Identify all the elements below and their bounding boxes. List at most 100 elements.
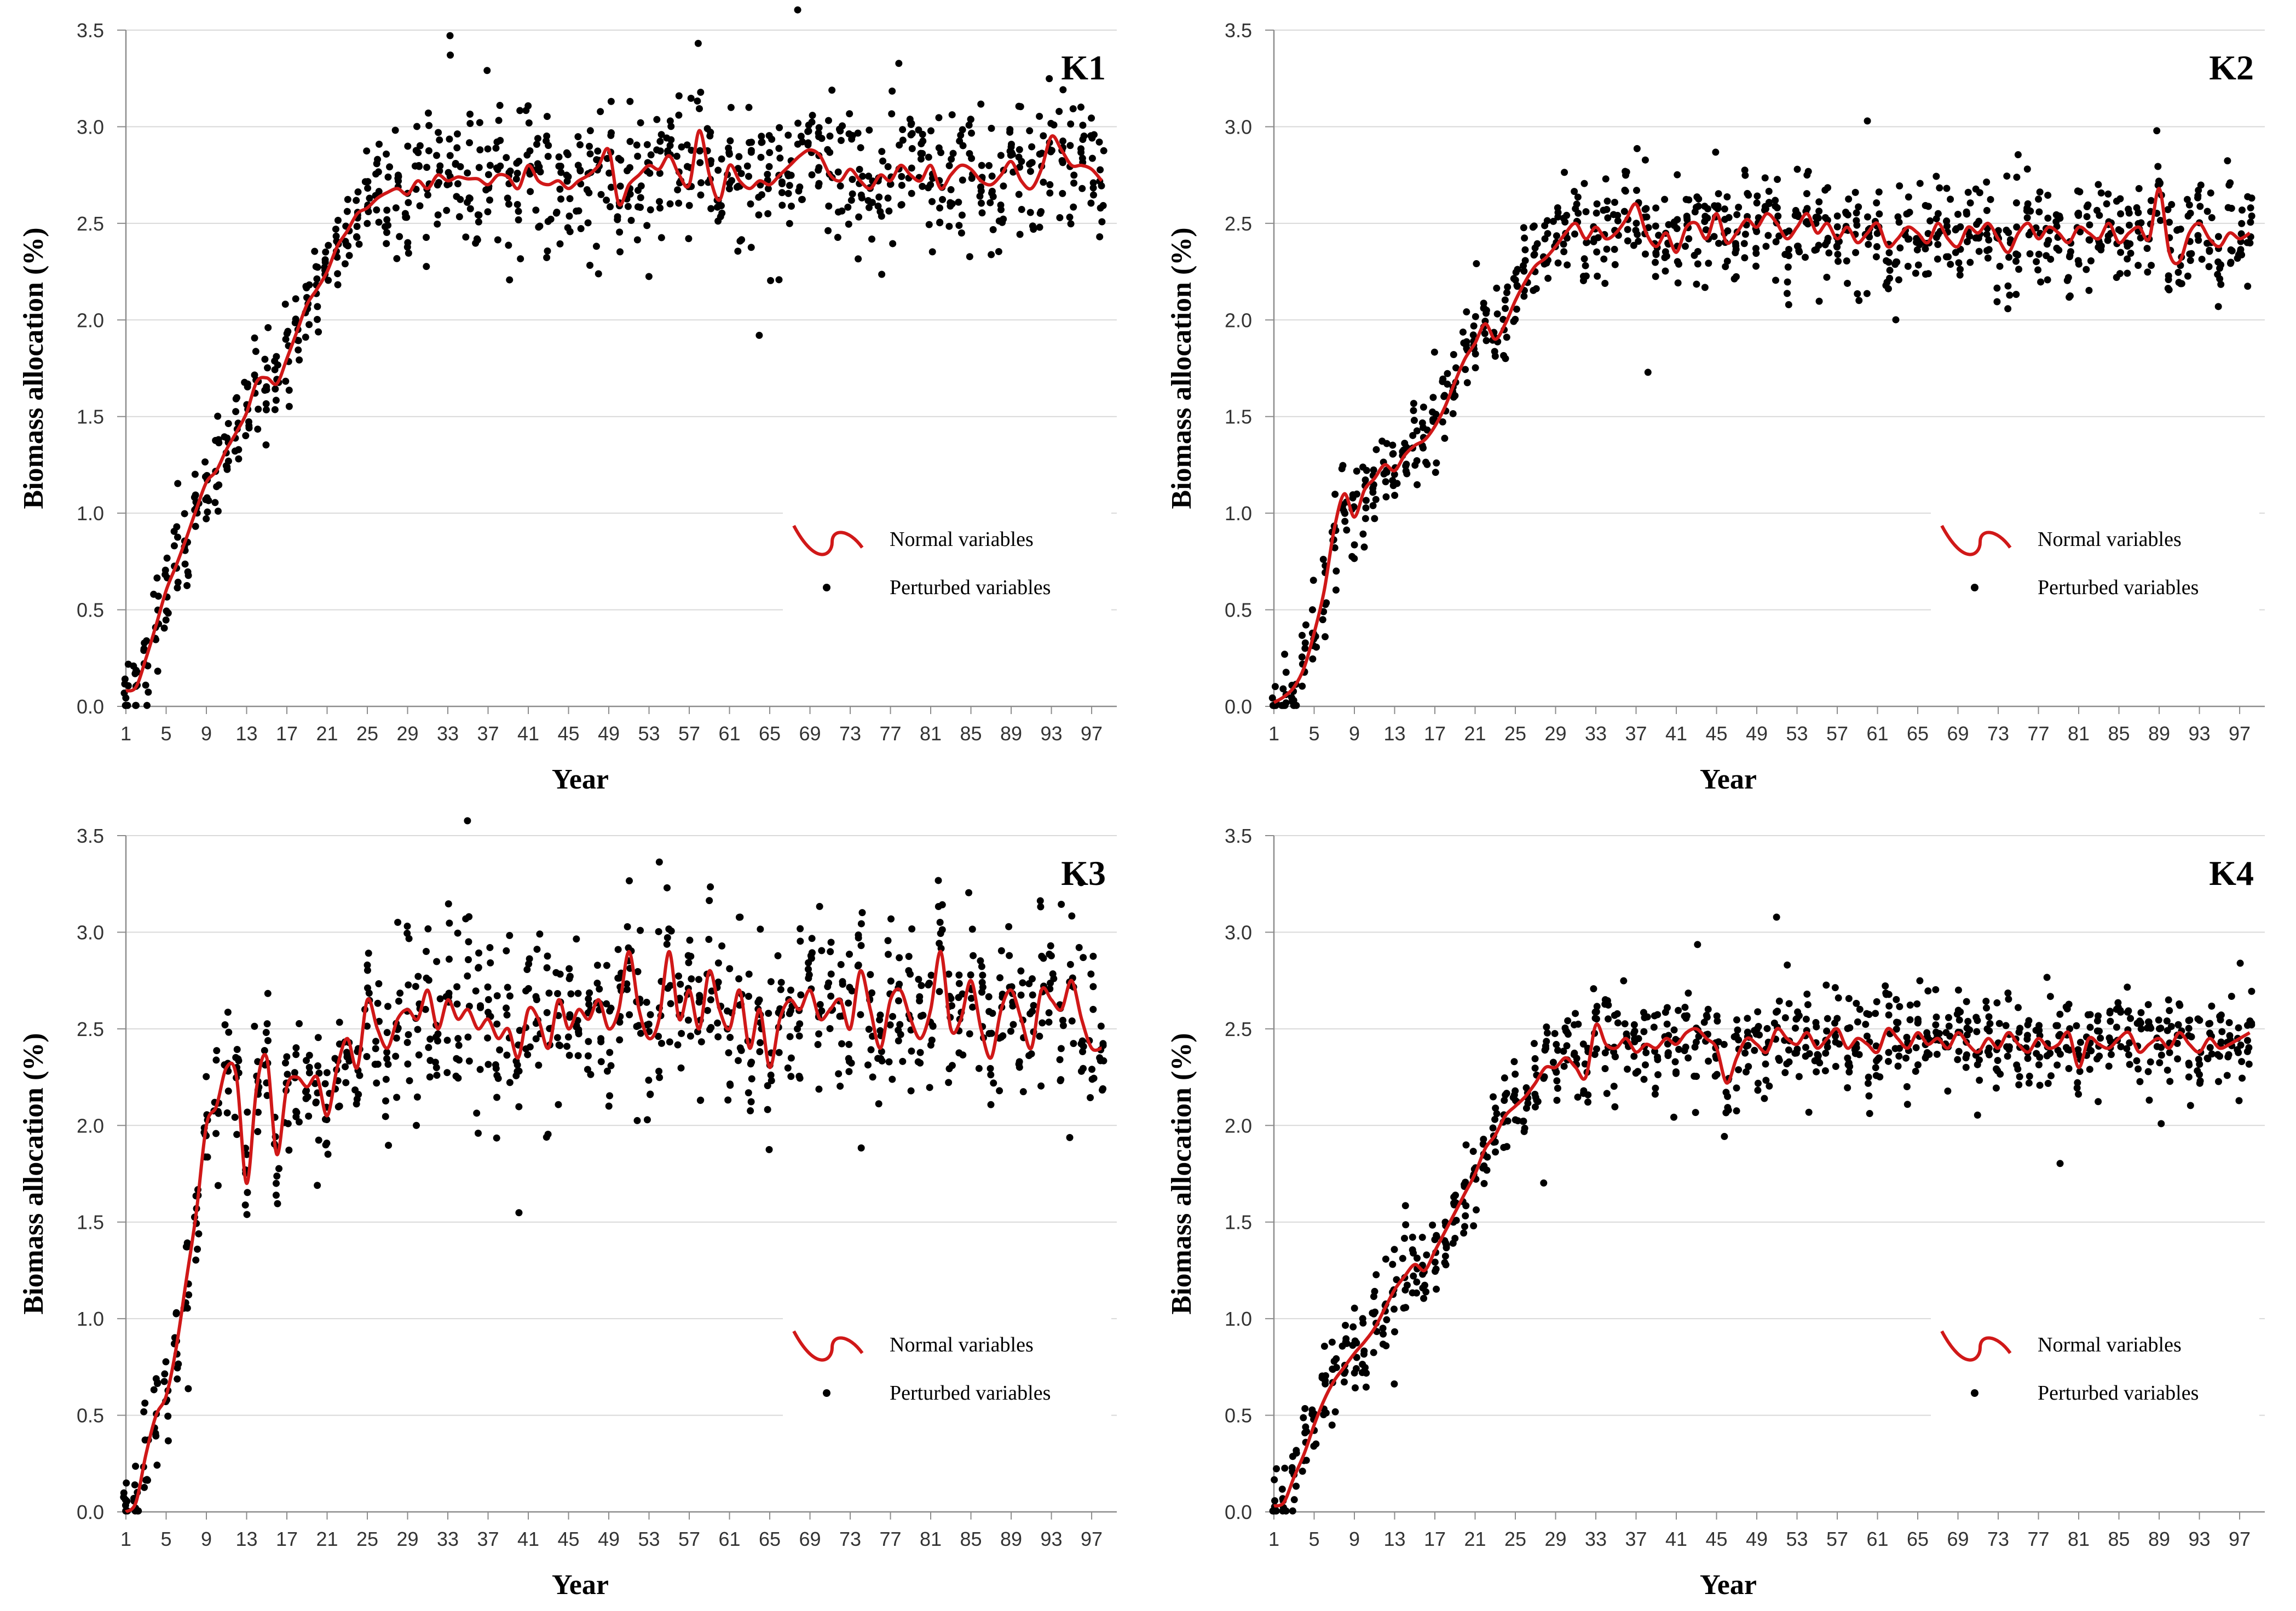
perturbed-point bbox=[435, 179, 443, 186]
perturbed-point bbox=[1630, 1021, 1638, 1028]
perturbed-point bbox=[1500, 352, 1508, 359]
perturbed-point bbox=[816, 1000, 824, 1008]
perturbed-point bbox=[2006, 236, 2014, 244]
perturbed-point bbox=[1087, 199, 1095, 207]
perturbed-point bbox=[132, 1463, 140, 1470]
perturbed-point bbox=[2157, 1051, 2165, 1059]
perturbed-point bbox=[1983, 1004, 1991, 1012]
perturbed-point bbox=[1571, 188, 1578, 195]
perturbed-point bbox=[1783, 1060, 1791, 1068]
perturbed-point bbox=[2096, 1052, 2103, 1060]
perturbed-point bbox=[2155, 1016, 2162, 1024]
perturbed-point bbox=[1865, 240, 1872, 248]
y-tick-label: 2.0 bbox=[77, 309, 104, 331]
perturbed-point bbox=[1514, 283, 1521, 290]
perturbed-point bbox=[1089, 1005, 1097, 1013]
perturbed-point bbox=[532, 206, 540, 214]
perturbed-point bbox=[522, 107, 530, 114]
perturbed-point bbox=[1351, 1304, 1358, 1312]
perturbed-point bbox=[584, 1066, 591, 1073]
perturbed-point bbox=[2073, 1022, 2080, 1029]
perturbed-point bbox=[1824, 1015, 1831, 1022]
perturbed-point bbox=[1420, 404, 1427, 411]
perturbed-point bbox=[261, 355, 269, 363]
perturbed-point bbox=[1521, 234, 1528, 242]
perturbed-point bbox=[2004, 305, 2012, 313]
perturbed-point bbox=[586, 261, 594, 269]
perturbed-point bbox=[925, 221, 933, 228]
x-tick-label: 85 bbox=[2108, 1528, 2130, 1550]
perturbed-point bbox=[1609, 211, 1617, 218]
perturbed-point bbox=[597, 108, 604, 116]
perturbed-point bbox=[737, 1046, 745, 1054]
perturbed-point bbox=[414, 1026, 422, 1033]
perturbed-point bbox=[1650, 1023, 1658, 1031]
perturbed-point bbox=[1389, 482, 1397, 490]
perturbed-point bbox=[1561, 218, 1569, 226]
perturbed-point bbox=[896, 954, 903, 962]
perturbed-point bbox=[1815, 297, 1823, 305]
perturbed-point bbox=[1691, 251, 1698, 259]
perturbed-point bbox=[405, 981, 412, 989]
perturbed-point bbox=[824, 146, 832, 153]
perturbed-point bbox=[714, 1019, 722, 1027]
perturbed-point bbox=[566, 1051, 573, 1059]
perturbed-point bbox=[1802, 1015, 1810, 1023]
perturbed-point bbox=[1803, 218, 1810, 226]
perturbed-point bbox=[2244, 283, 2252, 290]
perturbed-point bbox=[1015, 102, 1023, 110]
perturbed-point bbox=[233, 1045, 241, 1053]
perturbed-point bbox=[1066, 142, 1074, 149]
perturbed-point bbox=[454, 1035, 462, 1043]
perturbed-point bbox=[1070, 203, 1077, 211]
perturbed-point bbox=[341, 260, 349, 268]
perturbed-point bbox=[1079, 1048, 1087, 1056]
perturbed-point bbox=[1895, 218, 1903, 226]
perturbed-point bbox=[1513, 306, 1520, 313]
perturbed-point bbox=[1884, 1057, 1892, 1065]
perturbed-point bbox=[1985, 246, 1993, 254]
perturbed-point bbox=[482, 186, 490, 194]
perturbed-point bbox=[203, 1073, 210, 1080]
perturbed-point bbox=[332, 232, 340, 240]
perturbed-point bbox=[1691, 1072, 1698, 1080]
perturbed-point bbox=[2045, 237, 2052, 244]
perturbed-point bbox=[1652, 222, 1659, 230]
perturbed-point bbox=[1078, 1037, 1086, 1045]
perturbed-point bbox=[1075, 943, 1083, 951]
perturbed-point bbox=[1730, 275, 1738, 283]
x-tick-label: 5 bbox=[1308, 722, 1319, 745]
perturbed-point bbox=[535, 1061, 543, 1069]
perturbed-point bbox=[1654, 1071, 1662, 1079]
x-tick-label: 29 bbox=[396, 722, 418, 745]
perturbed-point bbox=[1934, 210, 1942, 217]
perturbed-point bbox=[373, 206, 380, 214]
perturbed-point bbox=[416, 202, 424, 210]
perturbed-point bbox=[1884, 285, 1892, 292]
perturbed-point bbox=[945, 1065, 953, 1073]
perturbed-point bbox=[392, 204, 400, 212]
perturbed-point bbox=[855, 934, 862, 942]
perturbed-point bbox=[1320, 1342, 1328, 1350]
perturbed-point bbox=[734, 165, 742, 172]
perturbed-point bbox=[403, 1039, 411, 1046]
perturbed-point bbox=[164, 1437, 172, 1445]
perturbed-point bbox=[1964, 188, 1972, 196]
perturbed-point bbox=[162, 1358, 170, 1366]
perturbed-point bbox=[1544, 274, 1552, 282]
chart-panel-k1: 0.0 0.5 1.0 1.5 2.0 2.5 3.0 3.5 1 5 9 13 17 21 25 29 33 3… bbox=[0, 0, 1148, 805]
perturbed-point bbox=[405, 1031, 412, 1038]
perturbed-point bbox=[726, 137, 734, 145]
perturbed-point bbox=[2035, 250, 2043, 258]
perturbed-point bbox=[1058, 900, 1065, 908]
perturbed-point bbox=[214, 507, 222, 515]
perturbed-point bbox=[845, 1055, 852, 1062]
perturbed-point bbox=[905, 953, 913, 960]
perturbed-point bbox=[837, 136, 845, 144]
perturbed-point bbox=[1966, 199, 1974, 207]
perturbed-point bbox=[215, 436, 222, 444]
perturbed-point bbox=[1543, 1029, 1551, 1037]
perturbed-point bbox=[1372, 446, 1380, 453]
perturbed-point bbox=[607, 1062, 615, 1069]
perturbed-point bbox=[2238, 1058, 2246, 1066]
